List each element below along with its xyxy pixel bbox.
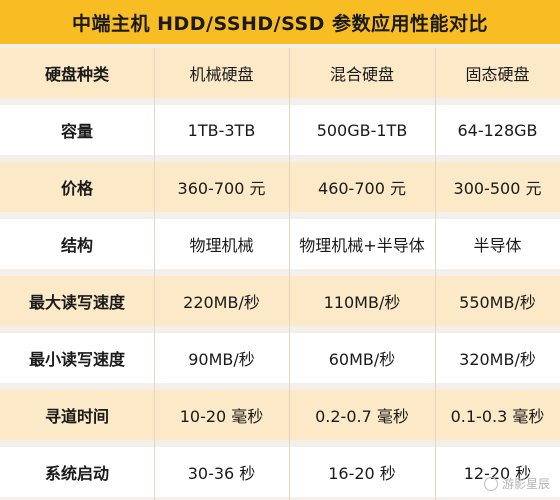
row-label: 最大读写速度 — [28, 293, 125, 312]
table-header-row: 硬盘种类 机械硬盘 混合硬盘 固态硬盘 — [0, 48, 560, 98]
table-cell: 220MB/秒 — [183, 293, 260, 312]
table-cell: 30-36 秒 — [187, 464, 256, 483]
table-cell: 460-700 元 — [318, 179, 406, 198]
table-cell: 90MB/秒 — [188, 350, 255, 369]
table-header-cell: 机械硬盘 — [189, 65, 254, 84]
table-cell: 0.1-0.3 毫秒 — [450, 407, 545, 426]
row-label: 系统启动 — [44, 464, 109, 483]
comparison-table: 硬盘种类 机械硬盘 混合硬盘 固态硬盘 容量 1TB-3TB 500GB-1TB… — [0, 48, 560, 500]
table-row: 最小读写速度 90MB/秒 60MB/秒 320MB/秒 — [0, 333, 560, 383]
watermark-logo-icon — [483, 476, 498, 491]
table-cell: 550MB/秒 — [459, 293, 536, 312]
table-cell: 110MB/秒 — [323, 293, 401, 312]
table-cell: 0.2-0.7 毫秒 — [315, 407, 409, 426]
table-row: 价格 360-700 元 460-700 元 300-500 元 — [0, 162, 560, 212]
table-cell: 60MB/秒 — [328, 350, 396, 369]
table-row: 寻道时间 10-20 毫秒 0.2-0.7 毫秒 0.1-0.3 毫秒 — [0, 390, 560, 440]
table-cell: 64-128GB — [457, 120, 538, 140]
table-cell: 500GB-1TB — [316, 120, 408, 140]
table-cell: 320MB/秒 — [459, 350, 536, 369]
table-cell: 16-20 秒 — [328, 464, 396, 483]
table-cell: 10-20 毫秒 — [179, 407, 264, 426]
table-row: 容量 1TB-3TB 500GB-1TB 64-128GB — [0, 105, 560, 155]
table-row: 结构 物理机械 物理机械+半导体 半导体 — [0, 219, 560, 269]
row-label: 容量 — [60, 122, 93, 141]
page-title: 中端主机 HDD/SSHD/SSD 参数应用性能对比 — [0, 0, 560, 44]
table-cell: 12-20 秒 — [463, 464, 532, 483]
table-row: 最大读写速度 220MB/秒 110MB/秒 550MB/秒 — [0, 276, 560, 326]
table-cell: 半导体 — [473, 236, 522, 255]
table-cell: 物理机械+半导体 — [299, 236, 425, 255]
column-divider — [154, 48, 155, 500]
table-cell: 300-500 元 — [453, 179, 542, 198]
row-label: 结构 — [60, 236, 93, 255]
table-row: 系统启动 30-36 秒 16-20 秒 12-20 秒 — [0, 447, 560, 497]
row-label: 价格 — [60, 179, 93, 198]
table-cell: 1TB-3TB — [187, 120, 256, 140]
watermark-text: 游影星辰 — [501, 477, 550, 491]
column-divider — [435, 48, 436, 500]
table-cell: 物理机械 — [189, 236, 254, 255]
table-header-cell: 混合硬盘 — [329, 65, 394, 84]
column-divider — [289, 48, 290, 500]
table-cell: 360-700 元 — [177, 179, 266, 198]
row-label: 寻道时间 — [44, 407, 109, 426]
row-label: 最小读写速度 — [28, 350, 125, 369]
table-header-cell: 固态硬盘 — [465, 65, 530, 84]
watermark: 游影星辰 — [483, 475, 550, 492]
table-header-cell: 硬盘种类 — [44, 65, 109, 84]
